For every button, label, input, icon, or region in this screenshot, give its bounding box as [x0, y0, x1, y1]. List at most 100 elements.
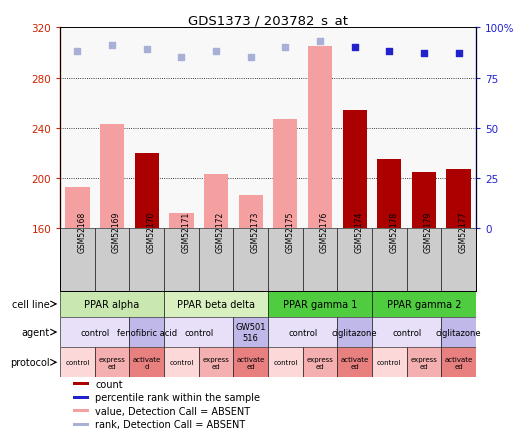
- Text: control: control: [377, 359, 402, 365]
- Bar: [412, 172, 436, 229]
- Text: GSM52176: GSM52176: [320, 211, 329, 253]
- Text: PPAR beta delta: PPAR beta delta: [177, 299, 255, 309]
- Title: GDS1373 / 203782_s_at: GDS1373 / 203782_s_at: [188, 14, 348, 27]
- Bar: [303, 229, 337, 291]
- Bar: [60, 229, 95, 291]
- Bar: [199, 347, 233, 378]
- Text: GSM52177: GSM52177: [459, 211, 468, 253]
- Point: [420, 51, 428, 58]
- Bar: [308, 47, 332, 229]
- Bar: [268, 347, 303, 378]
- Text: ciglitazone: ciglitazone: [332, 328, 378, 337]
- Text: control: control: [65, 359, 89, 365]
- Point: [143, 47, 151, 54]
- Point: [212, 49, 220, 56]
- Text: agent: agent: [21, 327, 50, 337]
- Bar: [129, 229, 164, 291]
- Bar: [441, 317, 476, 347]
- Text: protocol: protocol: [10, 358, 50, 368]
- Point: [108, 43, 116, 50]
- Text: control: control: [392, 328, 421, 337]
- Bar: [129, 317, 164, 347]
- Text: GSM52171: GSM52171: [181, 211, 190, 253]
- Point: [246, 55, 255, 62]
- Bar: [377, 160, 402, 229]
- Bar: [407, 347, 441, 378]
- Point: [454, 51, 463, 58]
- Text: GSM52170: GSM52170: [147, 211, 156, 253]
- Text: GSM52173: GSM52173: [251, 211, 260, 253]
- Text: percentile rank within the sample: percentile rank within the sample: [96, 392, 260, 402]
- Bar: [164, 229, 199, 291]
- Text: control: control: [80, 328, 109, 337]
- Bar: [238, 195, 263, 229]
- Bar: [73, 382, 88, 385]
- Text: ciglitazone: ciglitazone: [436, 328, 481, 337]
- Bar: [169, 214, 194, 229]
- Text: fenofibric acid: fenofibric acid: [117, 328, 177, 337]
- Text: GSM52172: GSM52172: [216, 211, 225, 253]
- Bar: [73, 396, 88, 399]
- Text: GSM52175: GSM52175: [286, 211, 294, 253]
- Bar: [199, 229, 233, 291]
- Bar: [95, 229, 129, 291]
- Point: [73, 49, 82, 56]
- Text: express
ed: express ed: [411, 356, 437, 369]
- Bar: [447, 170, 471, 229]
- Bar: [233, 347, 268, 378]
- Bar: [134, 154, 159, 229]
- Bar: [441, 347, 476, 378]
- Bar: [303, 347, 337, 378]
- Text: activate
ed: activate ed: [445, 356, 473, 369]
- Bar: [95, 347, 129, 378]
- Text: GSM52174: GSM52174: [355, 211, 363, 253]
- Bar: [268, 317, 337, 347]
- Text: activate
d: activate d: [133, 356, 161, 369]
- Bar: [129, 347, 164, 378]
- Bar: [372, 347, 407, 378]
- Point: [350, 45, 359, 52]
- Text: express
ed: express ed: [202, 356, 230, 369]
- Text: GW501
516: GW501 516: [235, 322, 266, 342]
- Bar: [60, 317, 129, 347]
- Text: cell line: cell line: [12, 299, 50, 309]
- Bar: [268, 291, 372, 317]
- Bar: [407, 229, 441, 291]
- Text: rank, Detection Call = ABSENT: rank, Detection Call = ABSENT: [96, 419, 246, 429]
- Bar: [164, 317, 233, 347]
- Text: PPAR gamma 2: PPAR gamma 2: [386, 299, 461, 309]
- Bar: [268, 229, 303, 291]
- Bar: [337, 347, 372, 378]
- Bar: [60, 347, 95, 378]
- Text: control: control: [273, 359, 298, 365]
- Bar: [343, 111, 367, 229]
- Text: GSM52169: GSM52169: [112, 211, 121, 253]
- Point: [281, 45, 290, 52]
- Point: [316, 39, 324, 46]
- Bar: [273, 120, 298, 229]
- Point: [177, 55, 186, 62]
- Text: GSM52168: GSM52168: [77, 211, 86, 253]
- Bar: [100, 125, 124, 229]
- Bar: [372, 291, 476, 317]
- Text: GSM52179: GSM52179: [424, 211, 433, 253]
- Text: express
ed: express ed: [306, 356, 334, 369]
- Text: express
ed: express ed: [99, 356, 126, 369]
- Bar: [441, 229, 476, 291]
- Text: control: control: [184, 328, 213, 337]
- Bar: [164, 291, 268, 317]
- Bar: [337, 229, 372, 291]
- Bar: [372, 317, 441, 347]
- Bar: [337, 317, 372, 347]
- Text: PPAR gamma 1: PPAR gamma 1: [283, 299, 357, 309]
- Bar: [372, 229, 407, 291]
- Text: control: control: [288, 328, 317, 337]
- Bar: [164, 347, 199, 378]
- Bar: [65, 187, 89, 229]
- Text: PPAR alpha: PPAR alpha: [85, 299, 140, 309]
- Bar: [60, 291, 164, 317]
- Point: [385, 49, 393, 56]
- Text: count: count: [96, 379, 123, 389]
- Bar: [73, 423, 88, 426]
- Bar: [233, 317, 268, 347]
